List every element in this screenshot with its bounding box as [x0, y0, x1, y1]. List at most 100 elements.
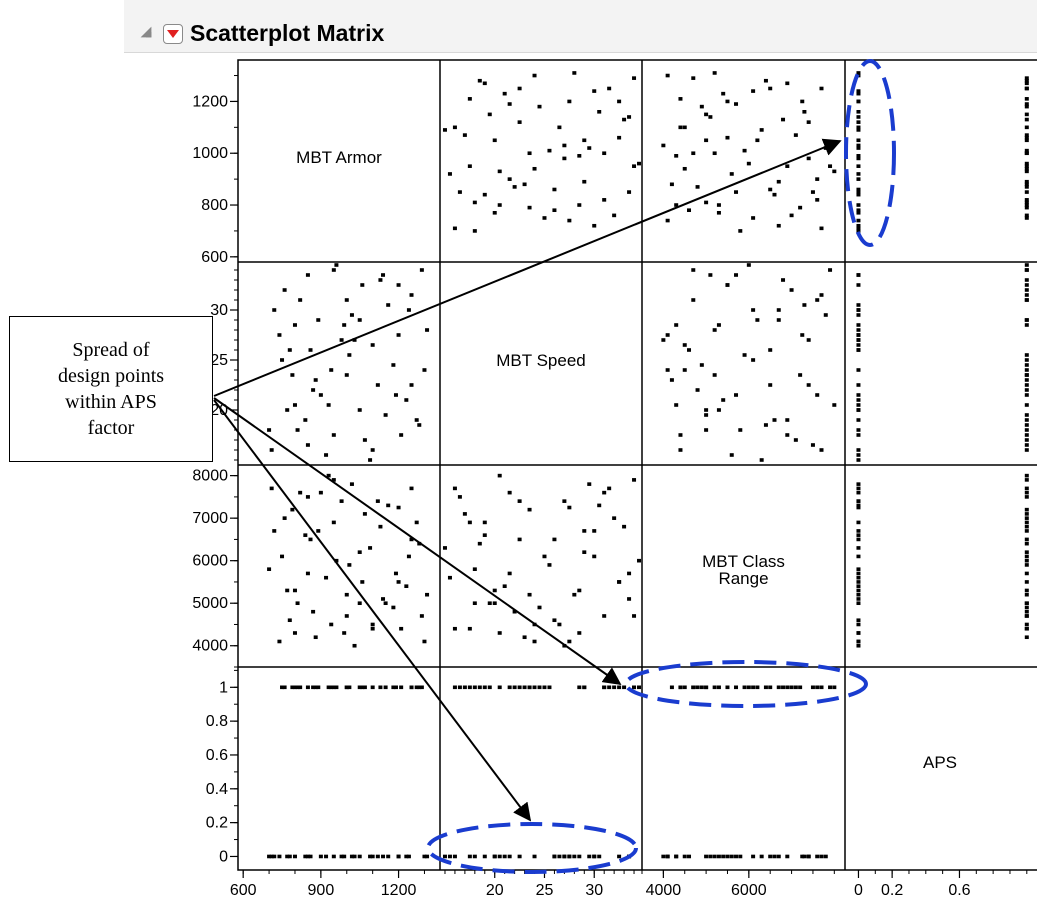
point-aps-vs-mbt-armor-23 — [339, 854, 344, 859]
point-aps-vs-mbt-speed-35 — [597, 854, 602, 859]
y-tick-label-mbt-armor: 1000 — [192, 145, 228, 162]
point-mbt-armor-vs-mbt-speed-15 — [632, 164, 637, 168]
point-mbt-speed-vs-aps-55 — [856, 383, 861, 387]
red-triangle-menu-icon[interactable] — [163, 24, 183, 44]
y-tick-label-mbt-class-range: 6000 — [192, 553, 228, 570]
point-mbt-armor-vs-mbt-speed-17 — [557, 125, 562, 130]
point-aps-vs-mbt-speed-32 — [462, 685, 467, 690]
point-aps-vs-mbt-speed-13 — [472, 854, 477, 859]
point-mbt-armor-vs-mbt-speed-28 — [447, 172, 452, 176]
x-tick-label-mbt-class-range: 4000 — [646, 882, 682, 899]
point-mbt-armor-vs-mbt-speed-35 — [597, 109, 602, 114]
point-mbt-armor-vs-aps-24 — [1024, 182, 1029, 187]
point-mbt-armor-vs-mbt-speed-56 — [632, 76, 637, 80]
point-mbt-speed-vs-mbt-class-range-37 — [695, 388, 700, 392]
point-mbt-class-range-vs-mbt-speed-21 — [592, 529, 597, 533]
point-mbt-class-range-vs-mbt-armor-16 — [292, 588, 297, 593]
point-mbt-speed-vs-mbt-class-range-48 — [768, 348, 773, 352]
point-mbt-class-range-vs-aps-52 — [1024, 622, 1029, 627]
collapse-triangle-icon[interactable] — [140, 26, 152, 38]
point-mbt-class-range-vs-mbt-armor-36 — [425, 592, 430, 597]
point-mbt-class-range-vs-mbt-speed-51 — [617, 580, 622, 584]
point-mbt-speed-vs-mbt-class-range-19 — [810, 443, 815, 447]
point-aps-vs-mbt-speed-50 — [452, 854, 457, 859]
point-mbt-speed-vs-mbt-armor-38 — [277, 333, 282, 337]
point-mbt-armor-vs-mbt-speed-19 — [457, 190, 462, 194]
point-mbt-armor-vs-mbt-speed-36 — [572, 71, 577, 75]
point-aps-vs-mbt-speed-6 — [452, 685, 457, 690]
point-aps-vs-mbt-class-range-36 — [712, 854, 717, 859]
point-mbt-speed-vs-aps-42 — [1024, 433, 1029, 437]
point-mbt-speed-vs-mbt-armor-8 — [318, 393, 323, 397]
point-mbt-armor-vs-mbt-speed-33 — [552, 208, 557, 213]
point-aps-vs-mbt-class-range-35 — [802, 854, 807, 859]
point-aps-vs-mbt-class-range-44 — [708, 854, 713, 859]
point-aps-vs-mbt-armor-54 — [295, 685, 300, 690]
point-mbt-class-range-vs-mbt-speed-3 — [527, 592, 532, 597]
point-mbt-speed-vs-aps-0 — [856, 403, 861, 407]
point-aps-vs-mbt-class-range-29 — [823, 854, 828, 859]
point-aps-vs-mbt-class-range-13 — [738, 854, 743, 859]
point-mbt-speed-vs-mbt-armor-0 — [292, 403, 297, 407]
point-mbt-class-range-vs-mbt-armor-14 — [409, 537, 414, 542]
point-aps-vs-mbt-speed-54 — [472, 685, 477, 690]
point-aps-vs-mbt-class-range-1 — [819, 685, 824, 690]
x-tick-label-mbt-speed: 30 — [585, 882, 603, 899]
point-mbt-armor-vs-mbt-class-range-0 — [674, 203, 679, 207]
point-mbt-speed-vs-mbt-class-range-8 — [815, 393, 820, 397]
point-mbt-armor-vs-aps-26 — [1024, 213, 1029, 218]
point-aps-vs-mbt-class-range-15 — [828, 685, 833, 690]
point-aps-vs-mbt-class-range-3 — [712, 685, 717, 690]
point-mbt-speed-vs-mbt-class-range-44 — [708, 273, 713, 277]
point-aps-vs-mbt-speed-46 — [482, 685, 487, 690]
point-mbt-class-range-vs-aps-4 — [856, 505, 861, 510]
point-mbt-class-range-vs-mbt-speed-56 — [632, 614, 637, 618]
point-mbt-armor-vs-mbt-speed-41 — [602, 198, 607, 202]
point-mbt-armor-vs-aps-29 — [856, 146, 861, 150]
point-mbt-class-range-vs-mbt-armor-12 — [344, 614, 349, 618]
point-mbt-speed-vs-mbt-class-range-39 — [759, 458, 764, 462]
point-mbt-class-range-vs-mbt-armor-37 — [311, 609, 316, 614]
point-mbt-armor-vs-mbt-class-range-1 — [819, 86, 824, 91]
x-tick-label-mbt-armor: 1200 — [381, 882, 417, 899]
point-mbt-armor-vs-mbt-speed-32 — [462, 133, 467, 137]
point-mbt-speed-vs-mbt-armor-59 — [352, 338, 357, 342]
point-mbt-speed-vs-mbt-class-range-15 — [828, 268, 833, 272]
point-mbt-class-range-vs-mbt-armor-20 — [357, 601, 362, 606]
point-aps-vs-mbt-speed-11 — [532, 854, 537, 859]
point-mbt-armor-vs-aps-44 — [856, 115, 861, 119]
point-mbt-speed-vs-mbt-armor-23 — [339, 338, 344, 342]
point-mbt-speed-vs-mbt-armor-19 — [305, 443, 310, 447]
point-mbt-speed-vs-aps-24 — [1024, 378, 1029, 382]
point-mbt-class-range-vs-aps-44 — [856, 597, 861, 601]
point-aps-vs-mbt-speed-0 — [497, 854, 502, 859]
point-mbt-class-range-vs-mbt-armor-2 — [331, 520, 336, 525]
point-mbt-class-range-vs-mbt-armor-38 — [277, 639, 282, 644]
point-mbt-armor-vs-mbt-speed-45 — [527, 205, 532, 210]
point-aps-vs-mbt-armor-17 — [370, 854, 375, 859]
point-aps-vs-mbt-armor-28 — [324, 854, 329, 859]
point-mbt-class-range-vs-aps-33 — [856, 618, 861, 623]
point-mbt-class-range-vs-aps-32 — [1024, 512, 1029, 516]
point-mbt-armor-vs-mbt-speed-24 — [522, 182, 527, 187]
point-aps-vs-mbt-class-range-42 — [678, 685, 683, 690]
point-mbt-speed-vs-aps-1 — [1024, 293, 1029, 297]
point-mbt-speed-vs-aps-25 — [1024, 278, 1029, 282]
point-mbt-speed-vs-mbt-armor-42 — [399, 433, 404, 437]
point-mbt-class-range-vs-aps-8 — [856, 490, 861, 495]
highlight-aps-column — [844, 59, 896, 247]
point-aps-vs-mbt-class-range-8 — [815, 854, 820, 859]
point-mbt-speed-vs-mbt-class-range-55 — [806, 383, 811, 387]
point-mbt-class-range-vs-mbt-speed-53 — [592, 554, 597, 559]
point-mbt-armor-vs-mbt-speed-5 — [627, 190, 632, 194]
point-mbt-speed-vs-mbt-armor-29 — [349, 313, 354, 317]
point-mbt-armor-vs-aps-35 — [856, 109, 861, 114]
point-aps-vs-mbt-class-range-21 — [776, 854, 781, 859]
x-tick-label-aps: 0.2 — [881, 882, 903, 899]
point-mbt-class-range-vs-aps-27 — [1024, 605, 1029, 610]
point-mbt-armor-vs-aps-13 — [856, 229, 861, 233]
point-mbt-speed-vs-mbt-armor-11 — [422, 368, 427, 372]
point-mbt-armor-vs-mbt-speed-57 — [582, 179, 587, 184]
point-mbt-armor-vs-mbt-class-range-28 — [729, 172, 734, 176]
point-mbt-speed-vs-mbt-class-range-23 — [806, 338, 811, 342]
